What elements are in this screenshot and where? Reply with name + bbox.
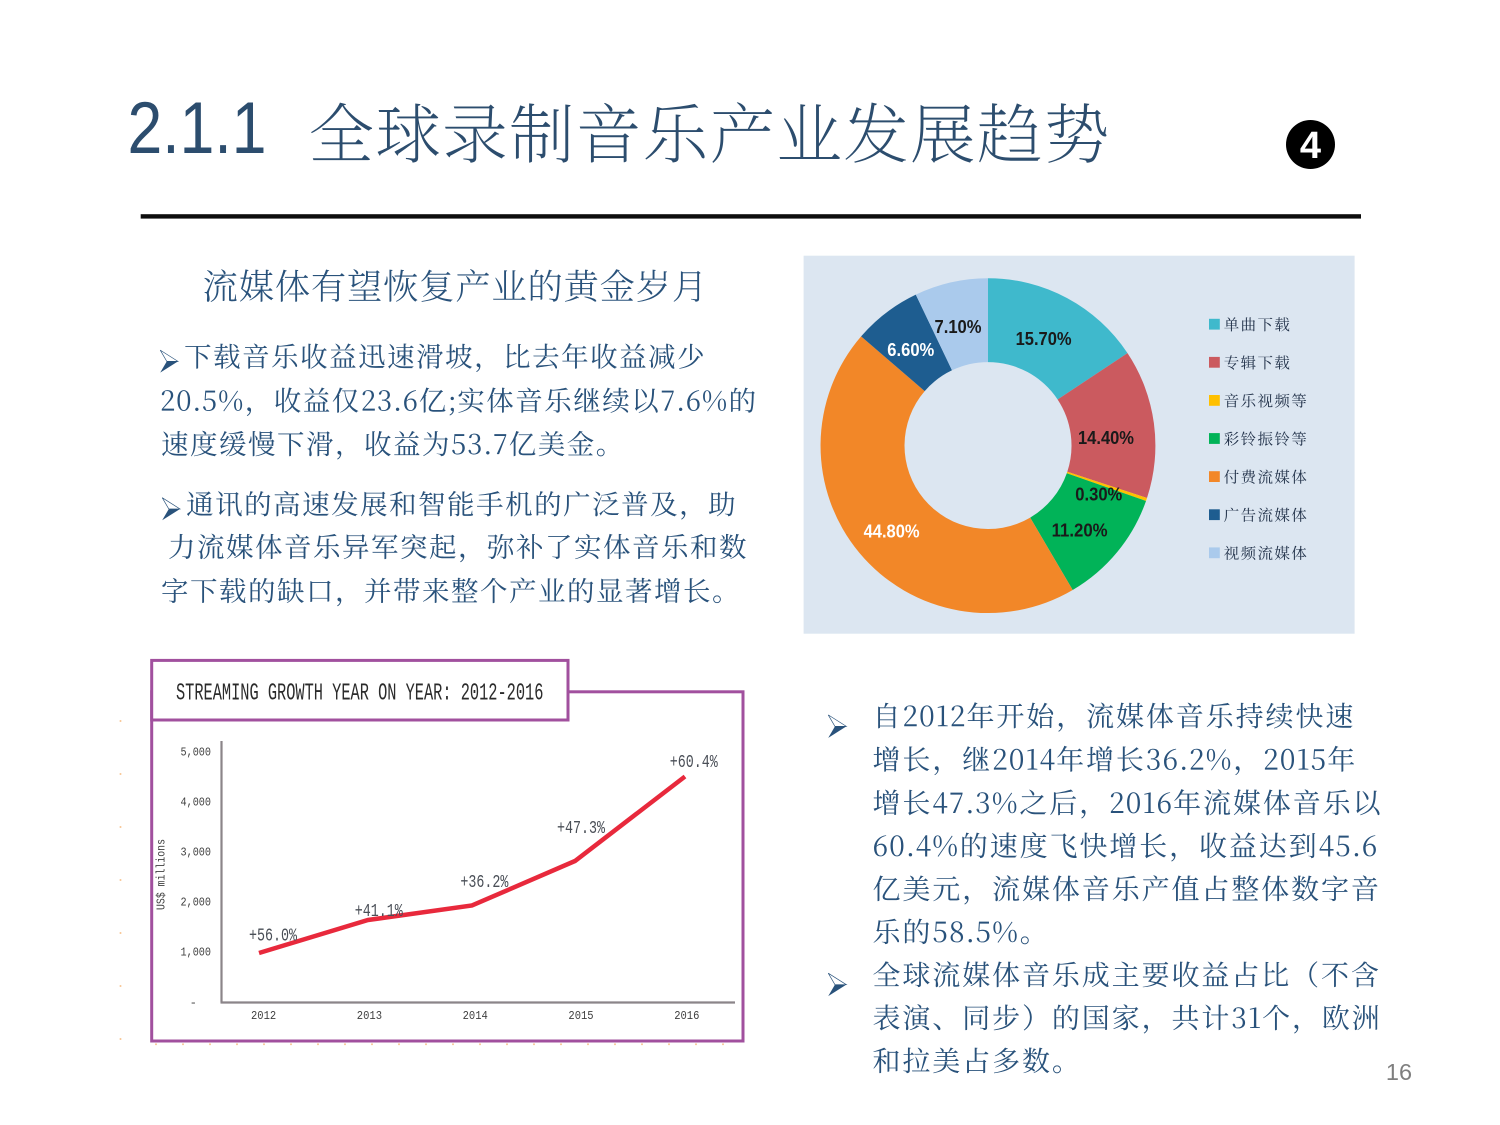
svg-text:0.30%: 0.30% xyxy=(1075,485,1122,505)
svg-text:+56.0%: +56.0% xyxy=(249,927,297,947)
svg-text:STREAMING GROWTH YEAR ON YEAR:: STREAMING GROWTH YEAR ON YEAR: 2012-2016 xyxy=(176,680,543,707)
svg-text:2016: 2016 xyxy=(674,1009,699,1023)
svg-text:2015: 2015 xyxy=(568,1009,593,1023)
svg-text:4: 4 xyxy=(1300,125,1321,167)
svg-text:44.80%: 44.80% xyxy=(864,522,920,542)
svg-text:2,000: 2,000 xyxy=(181,895,212,909)
svg-text:15.70%: 15.70% xyxy=(1016,329,1072,349)
svg-text:5,000: 5,000 xyxy=(181,745,212,759)
svg-text:+36.2%: +36.2% xyxy=(460,873,508,893)
svg-text:+60.4%: +60.4% xyxy=(670,753,718,773)
svg-text:2014: 2014 xyxy=(463,1009,488,1023)
svg-text:-: - xyxy=(190,996,197,1010)
svg-text:+41.1%: +41.1% xyxy=(355,902,403,922)
svg-text:3,000: 3,000 xyxy=(181,845,212,859)
svg-text:2012: 2012 xyxy=(251,1009,276,1023)
svg-text:7.10%: 7.10% xyxy=(935,317,982,337)
svg-text:14.40%: 14.40% xyxy=(1078,428,1134,448)
svg-text:11.20%: 11.20% xyxy=(1052,521,1108,541)
svg-text:1,000: 1,000 xyxy=(181,945,212,959)
svg-text:+47.3%: +47.3% xyxy=(557,819,605,839)
svg-text:4,000: 4,000 xyxy=(181,795,212,809)
svg-text:6.60%: 6.60% xyxy=(887,340,934,360)
svg-text:US$ millions: US$ millions xyxy=(155,839,169,910)
svg-text:2.1.1: 2.1.1 xyxy=(128,88,267,169)
svg-text:2013: 2013 xyxy=(357,1009,382,1023)
svg-text:16: 16 xyxy=(1386,1059,1412,1085)
